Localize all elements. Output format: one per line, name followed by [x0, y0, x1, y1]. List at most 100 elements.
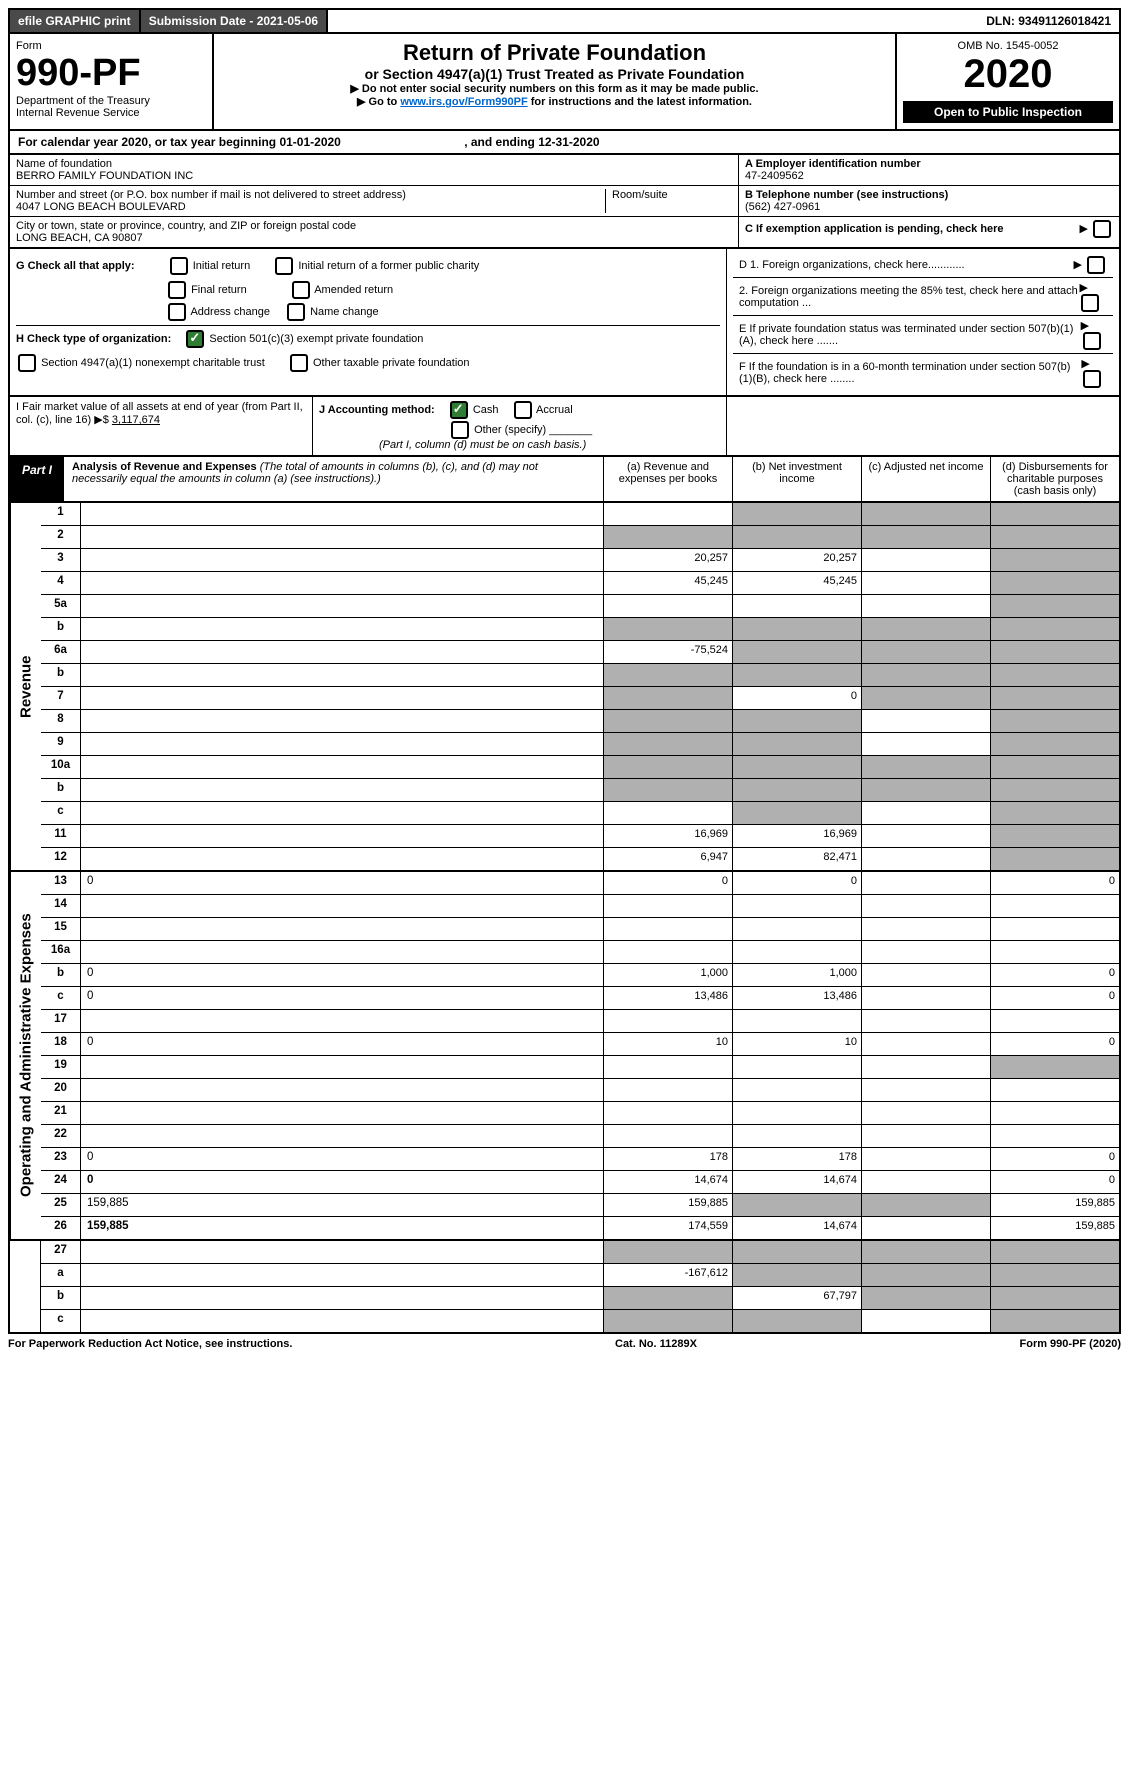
value-cell-a: 174,559 [603, 1217, 732, 1239]
value-cell-c [861, 1194, 990, 1216]
value-cell-c [861, 756, 990, 778]
value-cell-d [990, 595, 1119, 617]
c-checkbox[interactable] [1093, 220, 1111, 238]
value-cell-a [603, 895, 732, 917]
value-cell-d: 0 [990, 964, 1119, 986]
line-number: b [41, 618, 81, 640]
d1-check[interactable] [1087, 256, 1105, 274]
line-number: b [41, 664, 81, 686]
value-cell-b [732, 895, 861, 917]
table-row: 14 [41, 895, 1119, 918]
value-cell-d [990, 664, 1119, 686]
line-number: 5a [41, 595, 81, 617]
table-row: 8 [41, 710, 1119, 733]
j-accrual: Accrual [536, 404, 573, 416]
line-number: 27 [41, 1241, 81, 1263]
dept: Department of the Treasury [16, 95, 206, 107]
value-cell-d [990, 1010, 1119, 1032]
line-desc [81, 595, 603, 617]
value-cell-a [603, 756, 732, 778]
g6-check[interactable] [287, 303, 305, 321]
value-cell-c [861, 664, 990, 686]
d2-text: 2. Foreign organizations meeting the 85%… [739, 285, 1079, 309]
value-cell-a [603, 687, 732, 709]
irs-link[interactable]: www.irs.gov/Form990PF [400, 96, 527, 108]
g6-text: Name change [310, 306, 379, 318]
d2-check[interactable] [1081, 294, 1099, 312]
j-other: Other (specify) [474, 424, 546, 436]
j-other-check[interactable] [451, 421, 469, 439]
line-desc: 159,885 [81, 1194, 603, 1216]
value-cell-d [990, 641, 1119, 663]
g1-text: Initial return [193, 260, 250, 272]
value-cell-c [861, 802, 990, 824]
value-cell-b: 13,486 [732, 987, 861, 1009]
line-number: 13 [41, 872, 81, 894]
line-number: 4 [41, 572, 81, 594]
line-number: 9 [41, 733, 81, 755]
efile-btn[interactable]: efile GRAPHIC print [10, 10, 141, 32]
entity-info: Name of foundation BERRO FAMILY FOUNDATI… [8, 155, 1121, 249]
g3-check[interactable] [168, 281, 186, 299]
value-cell-c [861, 1056, 990, 1078]
value-cell-c [861, 848, 990, 870]
table-row: 126,94782,471 [41, 848, 1119, 870]
value-cell-c [861, 641, 990, 663]
value-cell-d [990, 1287, 1119, 1309]
value-cell-a [603, 595, 732, 617]
phone-value: (562) 427-0961 [745, 201, 1113, 213]
value-cell-c [861, 964, 990, 986]
footer-left: For Paperwork Reduction Act Notice, see … [8, 1338, 292, 1350]
value-cell-c [861, 895, 990, 917]
value-cell-d [990, 572, 1119, 594]
line-desc [81, 1056, 603, 1078]
j-cash-check[interactable] [450, 401, 468, 419]
ein-value: 47-2409562 [745, 170, 1113, 182]
col-c-header: (c) Adjusted net income [861, 457, 990, 501]
value-cell-d: 159,885 [990, 1217, 1119, 1239]
table-row: 19 [41, 1056, 1119, 1079]
table-row: 27 [41, 1241, 1119, 1264]
value-cell-d: 0 [990, 1033, 1119, 1055]
value-cell-d [990, 687, 1119, 709]
value-cell-b [732, 641, 861, 663]
value-cell-a [603, 526, 732, 548]
value-cell-b: 20,257 [732, 549, 861, 571]
c-label: C If exemption application is pending, c… [745, 223, 1004, 235]
footer-mid: Cat. No. 11289X [615, 1338, 697, 1350]
e-check[interactable] [1083, 332, 1101, 350]
form-header: Form 990-PF Department of the Treasury I… [8, 34, 1121, 131]
h3-check[interactable] [290, 354, 308, 372]
g1-check[interactable] [170, 257, 188, 275]
j-accrual-check[interactable] [514, 401, 532, 419]
table-row: 18010100 [41, 1033, 1119, 1056]
form-subtitle: or Section 4947(a)(1) Trust Treated as P… [220, 66, 889, 82]
line-desc [81, 710, 603, 732]
g2-check[interactable] [275, 257, 293, 275]
value-cell-c [861, 595, 990, 617]
line-number: b [41, 1287, 81, 1309]
value-cell-c [861, 1079, 990, 1101]
table-row: 1116,96916,969 [41, 825, 1119, 848]
table-row: 16a [41, 941, 1119, 964]
line-desc [81, 1079, 603, 1101]
value-cell-d [990, 526, 1119, 548]
g4-check[interactable] [292, 281, 310, 299]
table-row: c013,48613,4860 [41, 987, 1119, 1010]
foundation-city: LONG BEACH, CA 90807 [16, 232, 732, 244]
line-desc [81, 549, 603, 571]
value-cell-b [732, 1125, 861, 1147]
value-cell-a: 16,969 [603, 825, 732, 847]
note2-pre: ▶ Go to [357, 96, 400, 108]
h1-check[interactable] [186, 330, 204, 348]
value-cell-b [732, 941, 861, 963]
line-number: 19 [41, 1056, 81, 1078]
g5-check[interactable] [168, 303, 186, 321]
value-cell-a [603, 779, 732, 801]
value-cell-a [603, 664, 732, 686]
h2-check[interactable] [18, 354, 36, 372]
value-cell-a [603, 1010, 732, 1032]
open-inspection: Open to Public Inspection [903, 101, 1113, 123]
value-cell-b: 45,245 [732, 572, 861, 594]
f-check[interactable] [1083, 370, 1101, 388]
